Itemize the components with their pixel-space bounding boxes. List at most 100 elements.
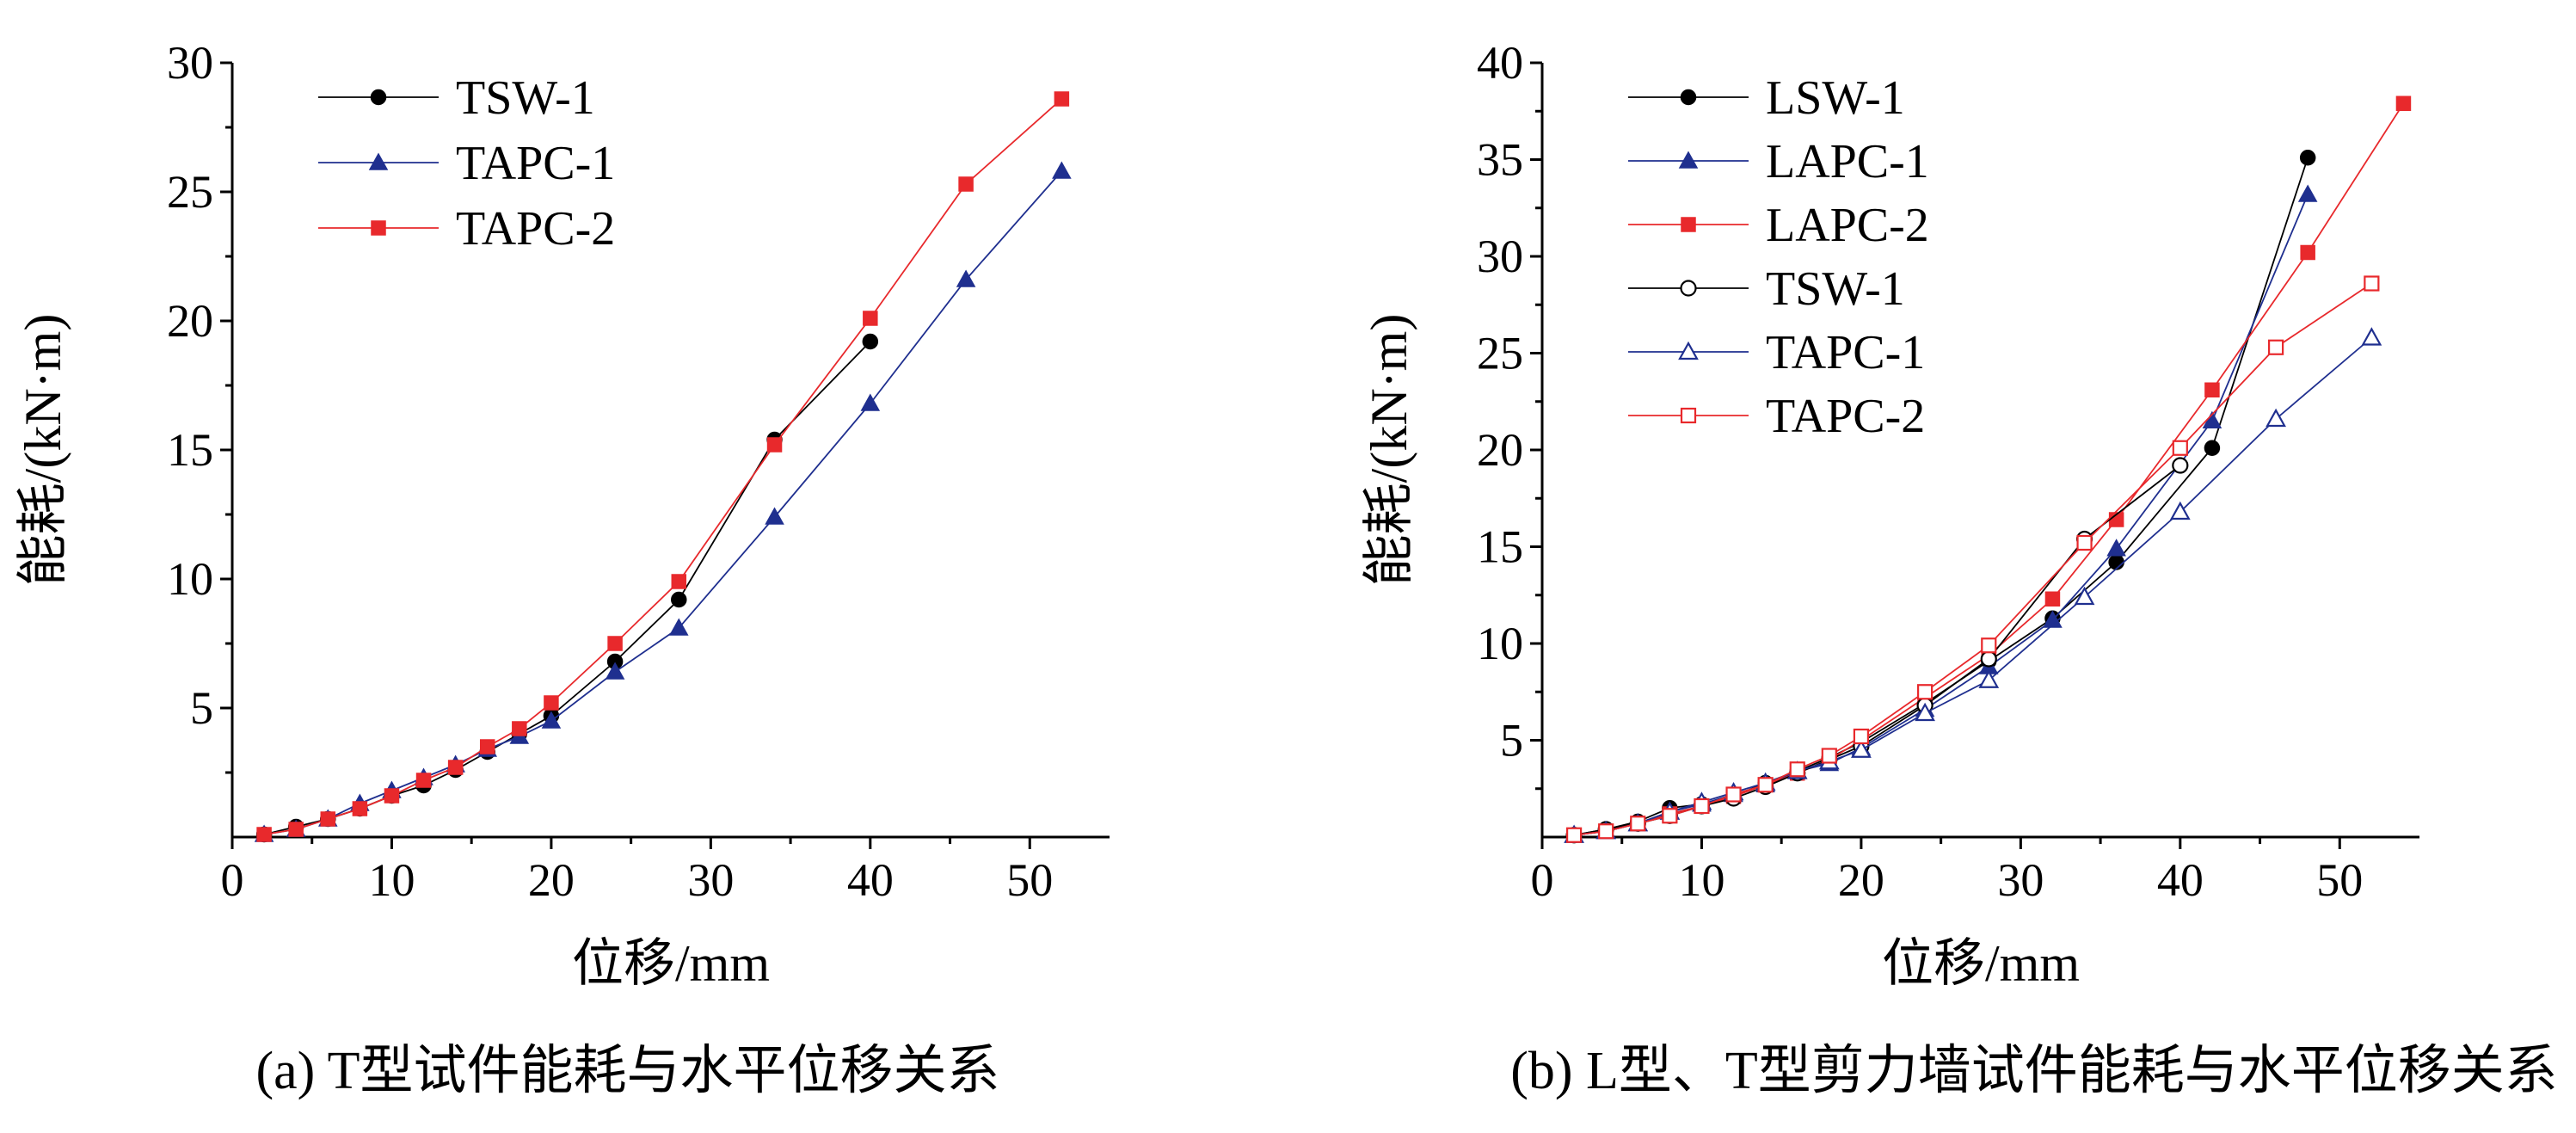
data-point — [1725, 786, 1742, 803]
series-tapc-1 — [1564, 327, 2382, 843]
legend-label: LAPC-1 — [1766, 135, 1929, 188]
data-point — [1630, 816, 1646, 832]
y-tick-label: 15 — [167, 424, 213, 476]
y-tick-label: 35 — [1477, 134, 1523, 186]
x-tick-label: 20 — [1838, 854, 1884, 906]
data-point — [1054, 91, 1070, 107]
data-point — [2267, 339, 2284, 355]
x-tick-label: 10 — [368, 854, 415, 906]
data-point — [2300, 244, 2315, 261]
data-point — [1757, 777, 1774, 793]
series-line — [263, 98, 1062, 835]
data-point — [2297, 184, 2318, 202]
data-point — [1052, 161, 1072, 179]
x-tick-label: 0 — [1531, 854, 1554, 906]
data-point — [1662, 808, 1678, 824]
y-tick-label: 10 — [167, 553, 213, 605]
x-tick-label: 0 — [221, 854, 244, 906]
data-point — [1980, 650, 1997, 668]
data-point — [352, 801, 368, 816]
legend-entry: TAPC-2 — [318, 202, 615, 256]
legend-entry: TSW-1 — [318, 71, 595, 125]
legend-entry: TAPC-2 — [1628, 390, 1925, 443]
y-tick-label: 20 — [1477, 424, 1523, 476]
legend-label: TSW-1 — [1766, 262, 1905, 316]
x-tick-label: 40 — [2157, 854, 2204, 906]
series-line — [1573, 157, 2309, 836]
x-axis-label: 位移/mm — [572, 935, 770, 992]
legend-label: TSW-1 — [456, 71, 595, 125]
legend-marker — [1680, 89, 1697, 106]
y-tick-label: 25 — [1477, 328, 1523, 379]
legend-marker — [1681, 217, 1696, 232]
legend-entry: LSW-1 — [1628, 71, 1905, 125]
data-point — [1789, 761, 1805, 778]
data-point — [541, 711, 562, 729]
data-point — [2044, 591, 2061, 607]
y-tick-label: 15 — [1477, 521, 1523, 573]
data-point — [668, 618, 689, 636]
y-tick-label: 5 — [190, 682, 213, 734]
y-tick-label: 10 — [1477, 618, 1523, 669]
y-axis-label: 能耗/(kN·m) — [1361, 314, 1417, 587]
data-point — [288, 822, 304, 837]
data-point — [1821, 748, 1837, 764]
legend-entry: TSW-1 — [1628, 262, 1905, 316]
legend-label: TAPC-1 — [456, 137, 615, 190]
y-tick-label: 25 — [167, 166, 213, 218]
x-tick-label: 30 — [687, 854, 734, 906]
legend-entry: TAPC-1 — [1628, 326, 1925, 379]
chart-a: 0 10 20 30 40 50 5 10 15 20 25 30 位移/mm 能耗/(kN·m) (a) … — [15, 37, 1110, 1100]
y-tick-label: 30 — [167, 37, 213, 89]
series-tsw-1 — [255, 333, 879, 843]
data-point — [479, 739, 495, 754]
y-tick-label: 20 — [167, 295, 213, 347]
y-tick-label: 40 — [1477, 37, 1523, 89]
series-lapc-2 — [1566, 95, 2412, 843]
data-point — [447, 760, 464, 775]
data-point — [671, 574, 687, 589]
data-point — [512, 721, 527, 736]
x-tick-label: 30 — [1997, 854, 2044, 906]
x-tick-label: 20 — [528, 854, 575, 906]
series-lsw-1 — [1565, 150, 2316, 843]
data-point — [2266, 408, 2286, 428]
figure-caption: (b) L型、T型剪力墙试件能耗与水平位移关系 — [1510, 1042, 2558, 1100]
legend-marker — [368, 152, 389, 170]
data-point — [671, 591, 687, 608]
x-tick-label: 40 — [847, 854, 894, 906]
series-lapc-1 — [1564, 184, 2318, 843]
x-tick-label: 50 — [2316, 854, 2363, 906]
data-point — [2361, 327, 2382, 346]
legend-marker — [1678, 151, 1699, 169]
y-tick-label: 30 — [1477, 231, 1523, 282]
series-tapc-2 — [1565, 275, 2380, 843]
series-tapc-2 — [256, 91, 1070, 842]
data-point — [2106, 539, 2126, 557]
x-tick-label: 50 — [1006, 854, 1053, 906]
data-point — [2299, 150, 2316, 166]
data-point — [384, 788, 400, 804]
y-axis-label: 能耗/(kN·m) — [15, 314, 71, 587]
data-point — [2395, 95, 2412, 111]
data-point — [320, 811, 336, 827]
data-point — [766, 437, 783, 453]
data-point — [2172, 457, 2189, 474]
chart-b: 0 10 20 30 40 50 5 10 15 20 25 30 35 40 位移/mm 能耗/(kN·m)… — [1361, 37, 2558, 1100]
data-point — [1851, 739, 1872, 758]
legend-label: TAPC-2 — [456, 202, 615, 256]
legend-marker — [371, 220, 386, 236]
legend-entry: TAPC-1 — [318, 137, 615, 190]
data-point — [2169, 501, 2191, 520]
data-point — [862, 333, 879, 350]
series-line — [1573, 102, 2405, 836]
data-point — [1978, 669, 2000, 688]
data-point — [1598, 823, 1614, 840]
legend-label: TAPC-2 — [1766, 390, 1925, 443]
data-point — [765, 507, 784, 525]
legend-label: TAPC-1 — [1766, 326, 1925, 379]
series-tsw-1 — [1565, 457, 2189, 844]
series-line — [263, 341, 871, 835]
series-line — [1573, 465, 2181, 836]
data-point — [2076, 534, 2093, 551]
